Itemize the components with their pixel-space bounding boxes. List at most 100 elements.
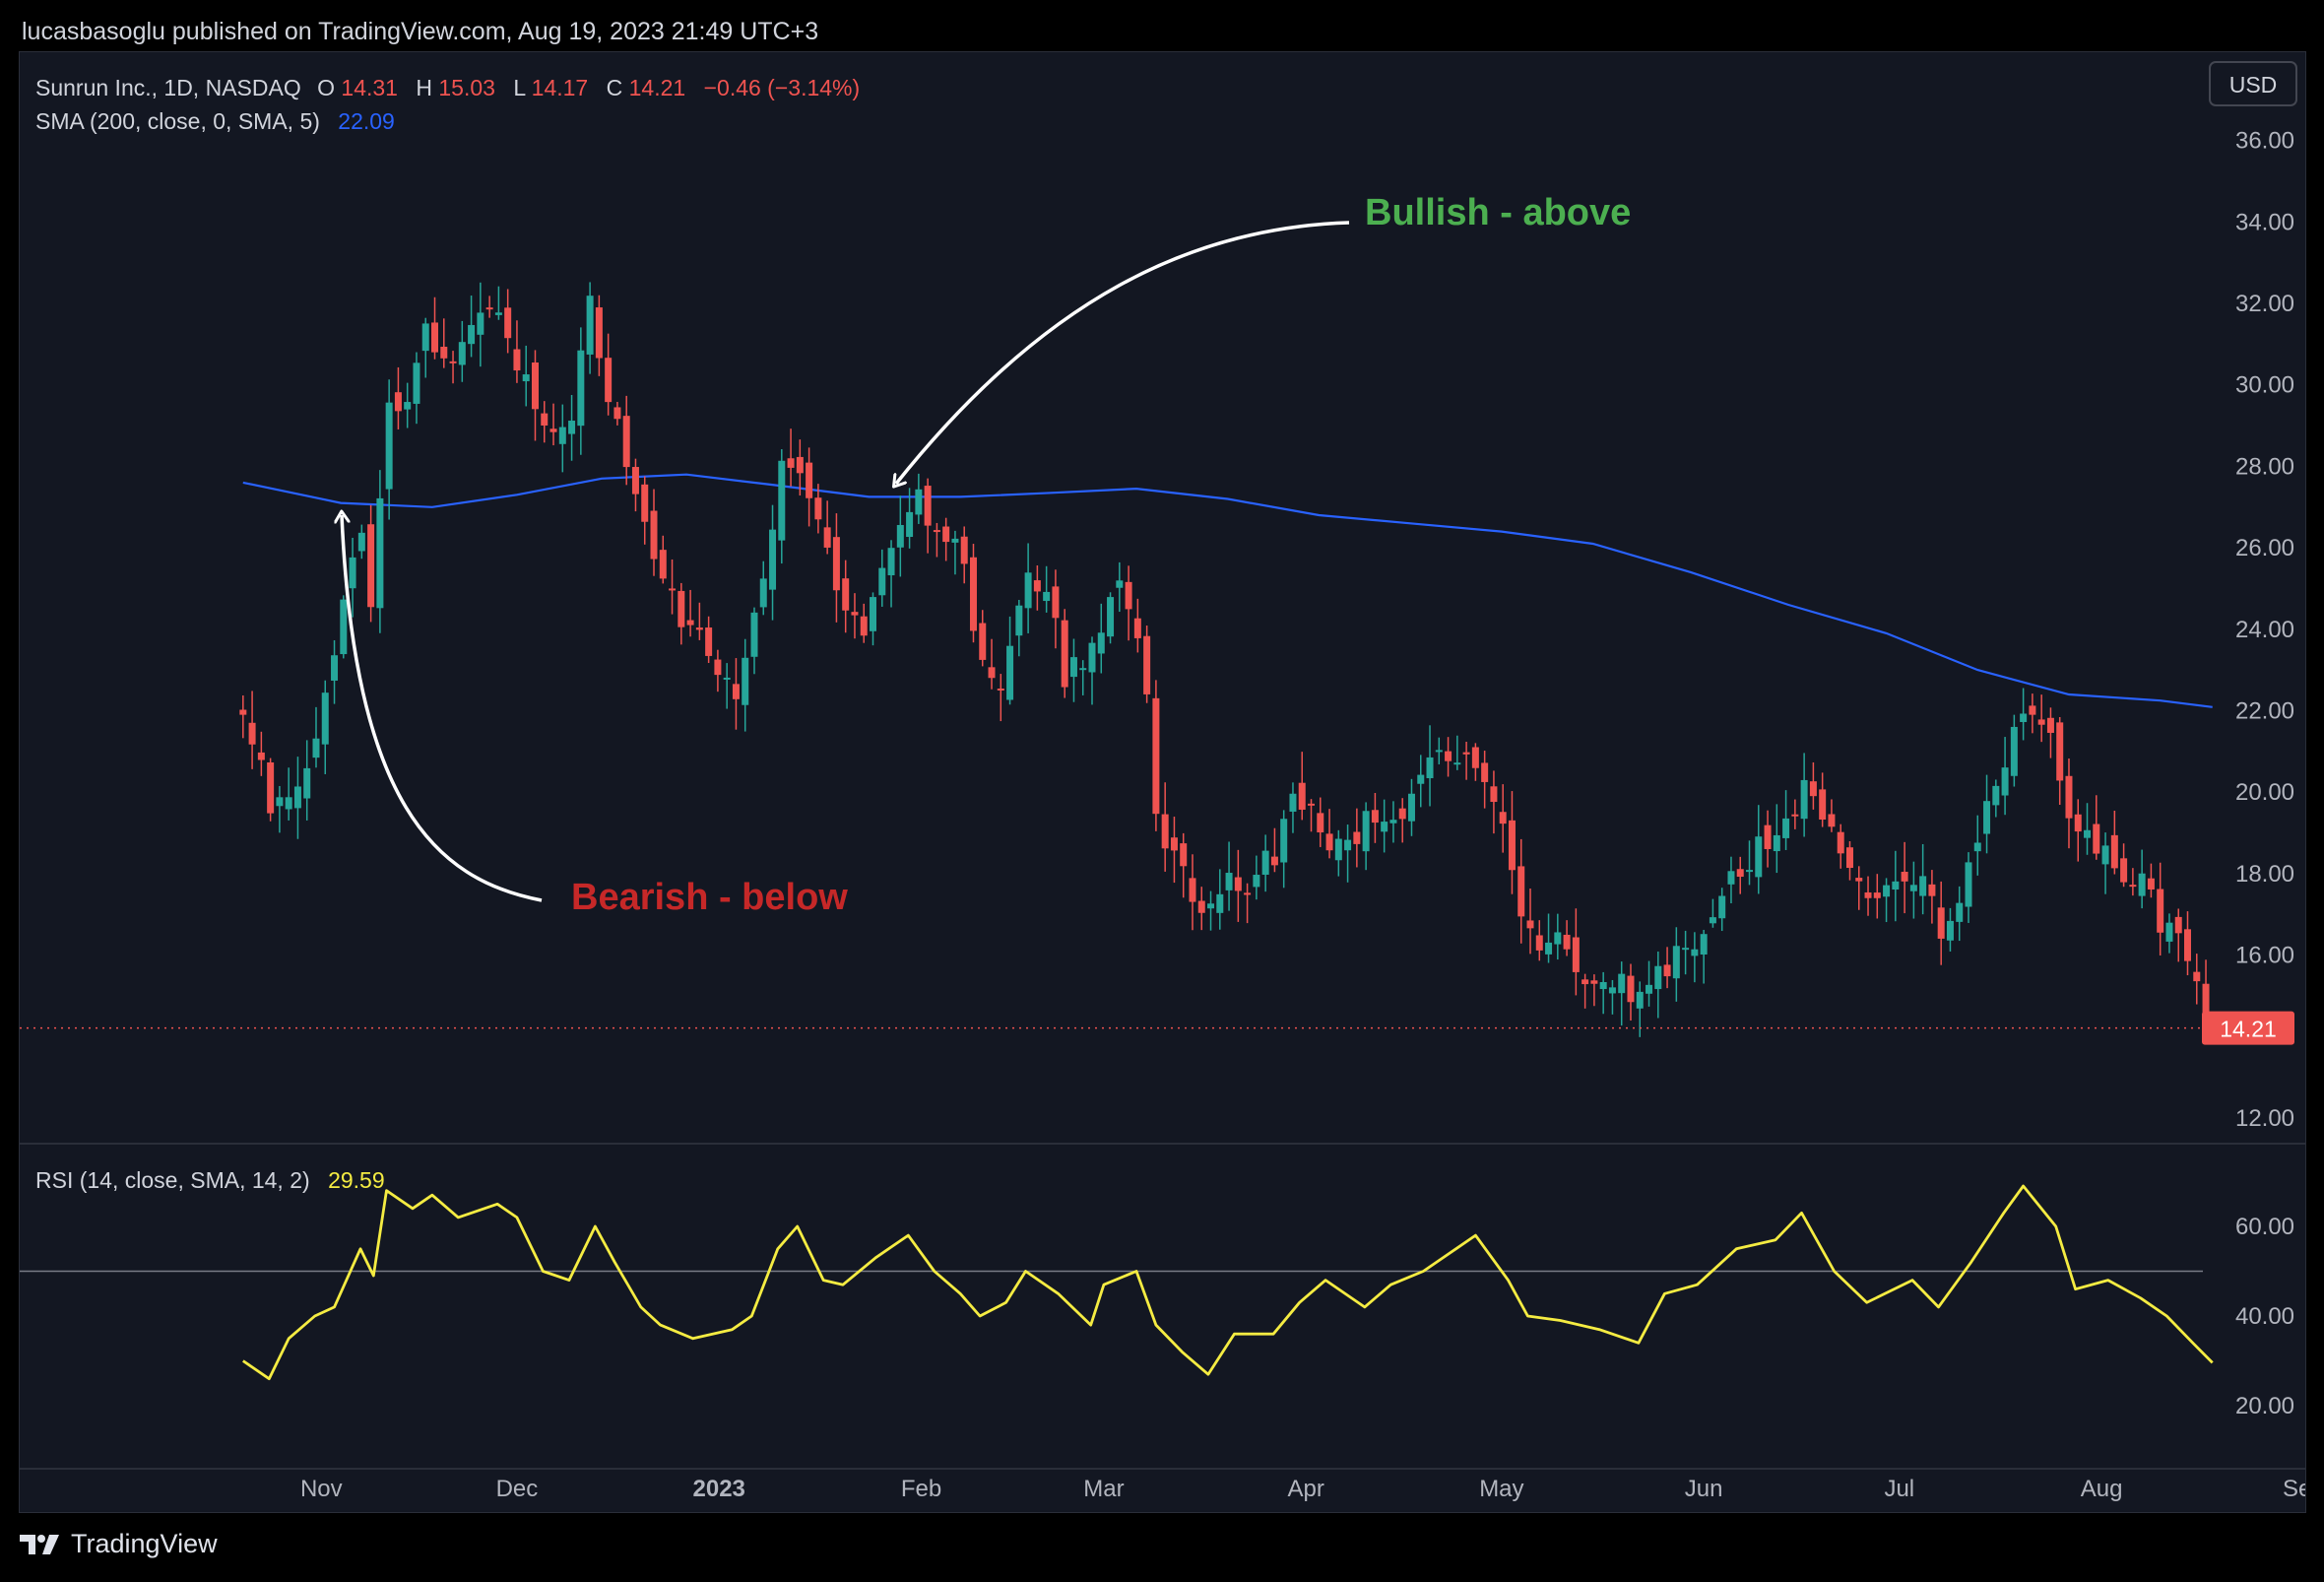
candle: [1353, 808, 1361, 868]
candle: [960, 526, 968, 584]
currency-button-label: USD: [2229, 72, 2278, 98]
last-price-label: 14.21: [2220, 1017, 2277, 1042]
candle: [2056, 717, 2064, 806]
candle: [613, 401, 621, 426]
candle: [504, 289, 512, 354]
candle: [494, 286, 502, 320]
candle: [1545, 913, 1553, 963]
legend-sma-label: SMA (200, close, 0, SMA, 5): [35, 108, 320, 134]
candle: [1344, 824, 1352, 883]
rsi-line: [242, 1184, 2214, 1381]
candle: [997, 674, 1004, 722]
candle: [1189, 854, 1196, 931]
candle: [742, 638, 749, 732]
candle: [951, 530, 959, 575]
candle: [1937, 881, 1945, 965]
candle: [988, 638, 996, 690]
candle: [248, 691, 256, 769]
candle: [1471, 743, 1479, 781]
candle: [2020, 688, 2028, 741]
time-tick-label: Sep: [2283, 1476, 2305, 1502]
candle: [1079, 660, 1087, 695]
candle: [1015, 599, 1023, 657]
tradingview-logo-icon: [20, 1534, 59, 1554]
legend-high-label: H: [416, 75, 432, 100]
candle: [312, 706, 320, 768]
candle: [1308, 799, 1316, 832]
candle: [878, 549, 886, 607]
candle: [1371, 792, 1379, 843]
price-tick-label: 36.00: [2235, 128, 2294, 155]
candle: [1280, 810, 1288, 889]
legend-close-value: 14.21: [629, 75, 686, 100]
bearish-annotation: Bearish - below: [571, 877, 848, 918]
candle: [906, 488, 914, 549]
candle: [1636, 981, 1644, 1037]
tradingview-brand[interactable]: TradingView: [20, 1529, 218, 1559]
candle: [2157, 862, 2164, 956]
candle: [1125, 565, 1132, 641]
bullish-annotation: Bullish - above: [1365, 192, 1631, 233]
candle: [431, 297, 439, 360]
candle: [787, 428, 795, 487]
candle: [513, 320, 521, 383]
currency-button[interactable]: USD: [2209, 61, 2297, 106]
time-tick-label: Jun: [1685, 1476, 1723, 1502]
candle: [2110, 810, 2118, 875]
candle: [2037, 694, 2045, 743]
candle: [631, 458, 639, 512]
candle: [1133, 598, 1141, 653]
candle: [1052, 569, 1060, 649]
candle: [1143, 626, 1151, 703]
candle: [421, 317, 429, 378]
candle: [1718, 888, 1726, 932]
time-tick-label: Jul: [1884, 1476, 1914, 1502]
candle: [1554, 913, 1562, 960]
candle: [605, 333, 613, 416]
candle: [413, 352, 420, 425]
legend-sma-value: 22.09: [338, 108, 395, 134]
candle: [796, 439, 804, 496]
candle: [969, 544, 977, 643]
legend-high-value: 15.03: [438, 75, 495, 100]
candle: [1024, 543, 1032, 633]
candle: [1435, 737, 1443, 764]
time-tick-label: Dec: [496, 1476, 539, 1502]
candle: [1445, 737, 1452, 777]
chart-canvas[interactable]: 14.21 36.00 34.00 32.00 30.00 28.00 26.00 24.00…: [20, 52, 2305, 1512]
legend-symbol: Sunrun Inc., 1D, NASDAQ: [35, 75, 301, 100]
candle: [1618, 961, 1626, 1026]
candle: [1837, 824, 1844, 869]
candle: [1946, 907, 1954, 952]
candle: [1809, 761, 1817, 810]
candle: [449, 351, 457, 384]
price-tick-label: 30.00: [2235, 372, 2294, 399]
candle: [1088, 636, 1096, 705]
candle: [1563, 920, 1571, 956]
candle: [1453, 735, 1461, 770]
candle: [1161, 782, 1169, 872]
candle: [1152, 680, 1160, 831]
candle: [860, 603, 868, 643]
candle: [477, 282, 484, 367]
candle: [1535, 920, 1543, 961]
candle: [1800, 753, 1808, 837]
candle: [1216, 869, 1224, 930]
candle: [257, 731, 265, 776]
price-tick-label: 28.00: [2235, 453, 2294, 480]
legend-change: −0.46 (−3.14%): [704, 75, 861, 100]
candle: [1170, 817, 1178, 884]
candle: [2193, 954, 2201, 1005]
candle: [896, 495, 904, 577]
candle: [468, 296, 476, 358]
candle: [1499, 784, 1507, 853]
price-tick-label: 20.00: [2235, 779, 2294, 806]
candle: [1755, 805, 1763, 894]
candle: [2065, 758, 2073, 849]
legend-low-value: 14.17: [532, 75, 589, 100]
candle: [367, 504, 375, 623]
candle: [1828, 799, 1836, 832]
candle: [1043, 565, 1051, 613]
candle: [2165, 913, 2173, 954]
candle: [1490, 770, 1498, 834]
